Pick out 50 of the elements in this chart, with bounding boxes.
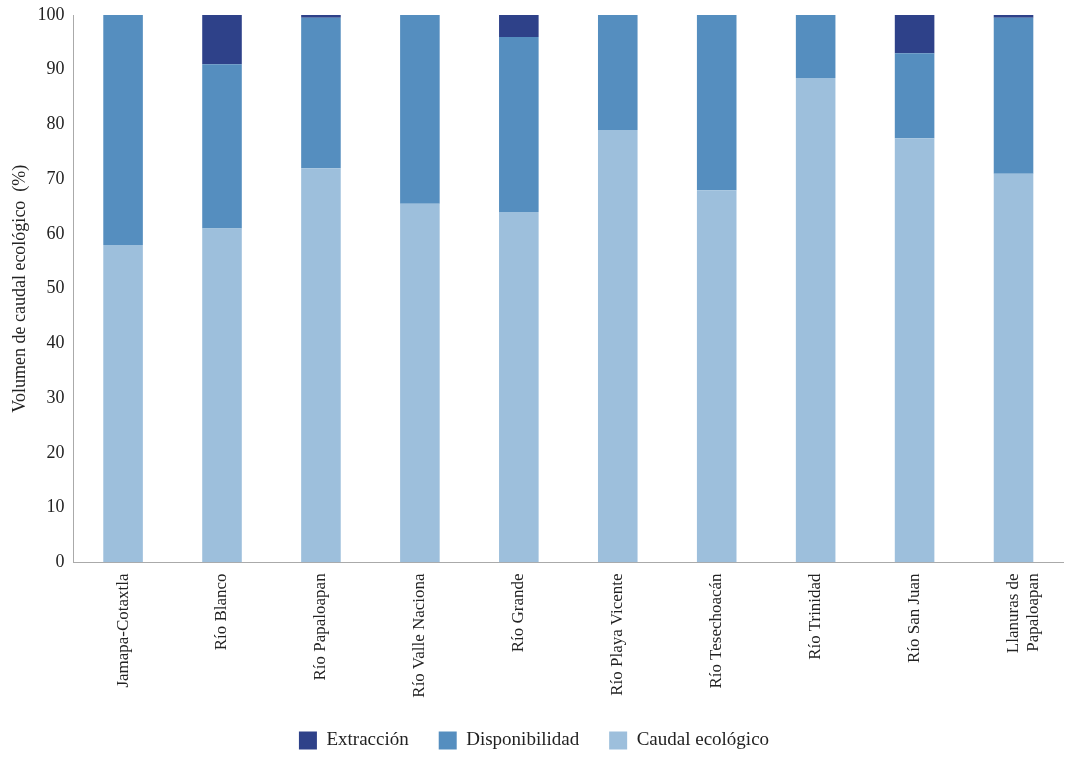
bar	[795, 77, 836, 563]
y-tick-label: 40	[46, 332, 65, 353]
bar	[597, 15, 638, 130]
legend-label: Disponibilidad	[466, 728, 580, 750]
y-tick-label: 60	[46, 222, 65, 243]
bar	[696, 15, 737, 191]
y-tick-label: 0	[55, 551, 65, 572]
x-tick-label: Río Tesechoacán	[706, 572, 726, 689]
bar	[301, 15, 341, 18]
bar	[103, 15, 143, 245]
y-tick-label: 70	[46, 167, 65, 188]
y-tick-label: 90	[46, 58, 65, 79]
y-tick-label: 80	[46, 113, 65, 134]
y-tick-label: 100	[37, 3, 65, 24]
x-tick-label: Río Blanco	[211, 573, 231, 651]
bar	[202, 15, 242, 65]
x-tick-label: Río Playa Vicente	[607, 573, 627, 696]
x-tick-label: Río Trinidad	[805, 572, 825, 660]
bar	[499, 212, 539, 563]
bar	[993, 15, 1034, 18]
bar	[301, 168, 341, 563]
bar	[499, 36, 539, 213]
bar	[202, 64, 242, 229]
y-tick-label: 50	[46, 277, 65, 298]
x-tick-label: Río Papaloapan	[310, 572, 330, 681]
x-tick-label: Llanuras de Papaloapan	[1003, 572, 1043, 654]
bar	[400, 15, 440, 204]
legend-label: Extracción	[326, 728, 410, 750]
x-tick-label: Jamapa-Cotaxtla	[112, 572, 132, 688]
y-tick-label: 20	[46, 441, 65, 462]
y-tick-label: 30	[46, 386, 65, 407]
x-tick-label: Río San Juan	[904, 572, 924, 664]
x-tick-label: Río Grande	[508, 573, 528, 653]
bar	[795, 15, 836, 78]
legend-label: Caudal ecológico	[636, 728, 770, 750]
x-tick-label: Río Valle Naciona	[409, 572, 429, 698]
bar	[301, 17, 341, 169]
bar	[993, 173, 1034, 563]
bar	[499, 15, 539, 37]
bar	[597, 129, 638, 563]
bar	[894, 15, 935, 54]
bar	[400, 203, 440, 563]
bar	[993, 17, 1034, 174]
y-axis-title: Volumen de caudal ecológico (%)	[8, 164, 30, 413]
y-tick-label: 10	[46, 496, 65, 517]
bar	[894, 138, 935, 563]
bar	[103, 244, 143, 563]
bar	[696, 190, 737, 563]
bar	[894, 53, 935, 139]
bar	[202, 228, 242, 563]
